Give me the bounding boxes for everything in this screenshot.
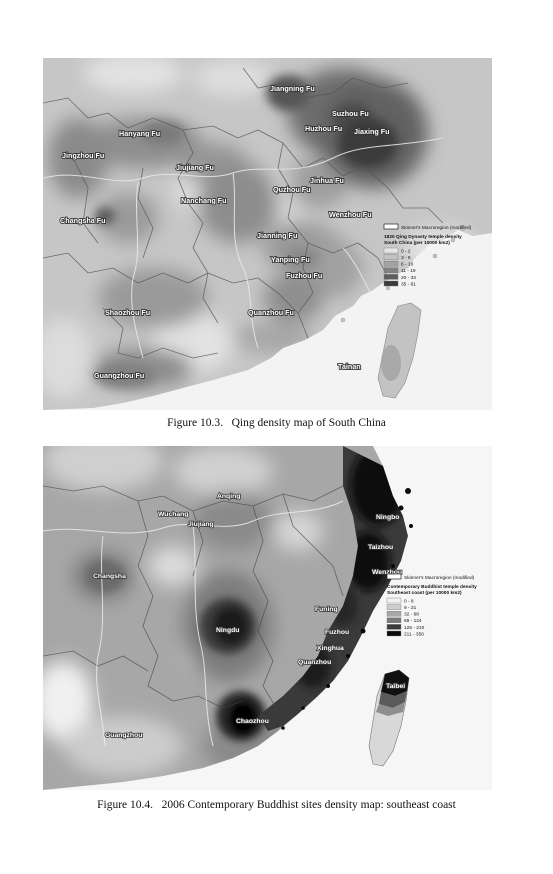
legend-class-label: 11 - 19: [401, 268, 416, 274]
place-label: Funing: [315, 606, 338, 613]
legend-class-label: 0 - 8: [404, 598, 414, 604]
figure-title: 2006 Contemporary Buddhist sites density…: [161, 799, 456, 811]
qing-density-map-svg: Jiangning Fu Suzhou Fu Huzhou Fu Jiaxing…: [43, 58, 492, 410]
place-label: Jinhua Fu: [310, 176, 344, 185]
place-label: Wuchang: [158, 511, 188, 518]
place-label: Guangzhou Fu: [94, 371, 144, 380]
place-label: Taibei: [386, 683, 405, 690]
place-label: Fuzhou Fu: [286, 271, 322, 280]
legend-title: 1820 Qing Dynasty temple density: [384, 234, 462, 240]
place-labels: Anqing Wuchang Jiujiang Ningbo Taizhou W…: [92, 492, 406, 740]
place-label: Changsha Fu: [60, 216, 106, 225]
buddhist-density-map: Anqing Wuchang Jiujiang Ningbo Taizhou W…: [43, 446, 492, 790]
place-label: Ningdu: [216, 627, 239, 634]
legend-swatch: [383, 267, 399, 274]
map-legend: Skinner's Macroregion (modified) 1820 Qi…: [383, 223, 472, 287]
legend-class-label: 6 - 10: [401, 262, 414, 268]
figure-number: Figure 10.4.: [97, 799, 154, 811]
taiwan-island: [368, 669, 410, 767]
legend-swatch: [383, 254, 399, 260]
figure-number: Figure 10.3.: [167, 417, 223, 429]
place-label: Jingzhou Fu: [62, 151, 104, 160]
legend-class-label: 69 - 124: [404, 618, 422, 624]
map-legend: Skinner's Macroregion (modified) Contemp…: [386, 573, 477, 637]
legend-swatch: [386, 617, 402, 624]
boundary-swatch: [383, 223, 399, 230]
place-label: Shaozhou Fu: [105, 308, 150, 317]
place-label: Guangzhou: [105, 732, 142, 739]
place-label: Suzhou Fu: [332, 109, 369, 118]
legend-class-label: 3 - 5: [401, 255, 411, 261]
legend-swatch: [383, 260, 399, 267]
legend-class-label: 20 - 34: [401, 275, 416, 281]
legend-swatch: [386, 597, 402, 604]
place-label: Jiujiang Fu: [176, 163, 214, 172]
place-label: Hanyang Fu: [119, 129, 160, 138]
legend-swatch: [386, 624, 402, 630]
place-label: Wenzhou Fu: [329, 210, 372, 219]
place-label: Quanzhou: [298, 659, 331, 666]
place-label: Tainan: [338, 362, 361, 371]
legend-swatch: [386, 630, 402, 637]
place-label: Chaozhou: [236, 718, 269, 725]
place-label: Quanzhou Fu: [248, 308, 294, 317]
legend-title: Contemporary Buddhist temple density: [387, 584, 477, 590]
legend-swatch: [383, 274, 399, 280]
place-label: Yanping Fu: [271, 255, 310, 264]
place-label: Huzhou Fu: [305, 124, 342, 133]
legend-class-label: 35 - 61: [401, 281, 416, 287]
legend-subtitle: South China (per 10000 km2): [384, 240, 450, 246]
legend-class-label: 32 - 68: [404, 612, 419, 618]
legend-class-label: 9 - 31: [404, 605, 417, 611]
figure-caption: Figure 10.4. 2006 Contemporary Buddhist …: [0, 799, 553, 811]
place-label: Jiujiang: [188, 521, 214, 528]
qing-density-map: Jiangning Fu Suzhou Fu Huzhou Fu Jiaxing…: [43, 58, 492, 410]
place-label: Wenzhou: [372, 569, 402, 576]
place-label: Taizhou: [368, 544, 393, 551]
legend-class-label: 0 - 2: [401, 248, 411, 254]
place-label: Nanchang Fu: [181, 196, 227, 205]
place-label: Xinghua: [317, 645, 344, 652]
place-label: Jiaxing Fu: [354, 127, 390, 136]
legend-swatch: [383, 280, 399, 287]
legend-subtitle: Southeast coast (per 10000 km2): [387, 590, 462, 596]
legend-boundary-label: Skinner's Macroregion (modified): [404, 575, 475, 581]
figure-title: Qing density map of South China: [231, 417, 386, 429]
place-label: Jiangning Fu: [270, 84, 315, 93]
place-label: Quzhou Fu: [273, 185, 311, 194]
legend-swatch: [386, 604, 402, 610]
legend-class-label: 211 - 356: [404, 631, 424, 637]
legend-swatch: [386, 610, 402, 617]
legend-class-label: 125 - 210: [404, 625, 425, 631]
legend-boundary-label: Skinner's Macroregion (modified): [401, 225, 472, 231]
place-labels: Jiangning Fu Suzhou Fu Huzhou Fu Jiaxing…: [59, 83, 390, 381]
buddhist-density-map-svg: Anqing Wuchang Jiujiang Ningbo Taizhou W…: [43, 446, 492, 790]
figure-caption: Figure 10.3. Qing density map of South C…: [0, 417, 553, 429]
place-label: Anqing: [217, 493, 240, 500]
place-label: Jianning Fu: [257, 231, 297, 240]
legend-swatch: [383, 247, 399, 254]
place-label: Ningbo: [376, 514, 399, 521]
place-label: Fuzhou: [325, 629, 349, 636]
boundary-swatch: [386, 573, 402, 580]
place-label: Changsha: [93, 573, 126, 580]
